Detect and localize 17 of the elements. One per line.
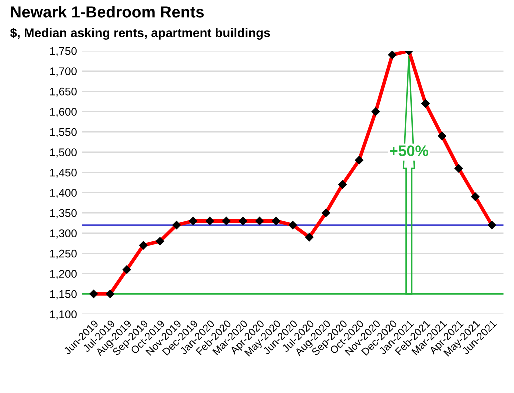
y-tick-label: 1,150 bbox=[50, 290, 77, 300]
y-tick-label: 1,400 bbox=[50, 189, 77, 198]
y-tick-label: 1,350 bbox=[50, 209, 77, 219]
y-tick-label: 1,750 bbox=[50, 47, 77, 57]
y-tick-label: 1,450 bbox=[50, 168, 77, 178]
y-tick-label: 1,700 bbox=[50, 68, 77, 77]
y-tick-label: 1,550 bbox=[50, 128, 77, 138]
y-tick-label: 1,600 bbox=[50, 108, 77, 118]
chart-title: Newark 1-Bedroom Rents bbox=[11, 6, 204, 18]
y-tick-label: 1,300 bbox=[50, 230, 77, 239]
y-tick-label: 1,650 bbox=[50, 88, 77, 98]
y-tick-label: 1,250 bbox=[50, 250, 77, 260]
annotation: +50% bbox=[390, 146, 428, 156]
y-tick-label: 1,100 bbox=[50, 310, 77, 320]
y-tick-label: 1,500 bbox=[50, 148, 77, 158]
chart-subtitle: $, Median asking rents, apartment buildings bbox=[10, 28, 270, 40]
y-tick-label: 1,200 bbox=[50, 270, 77, 280]
